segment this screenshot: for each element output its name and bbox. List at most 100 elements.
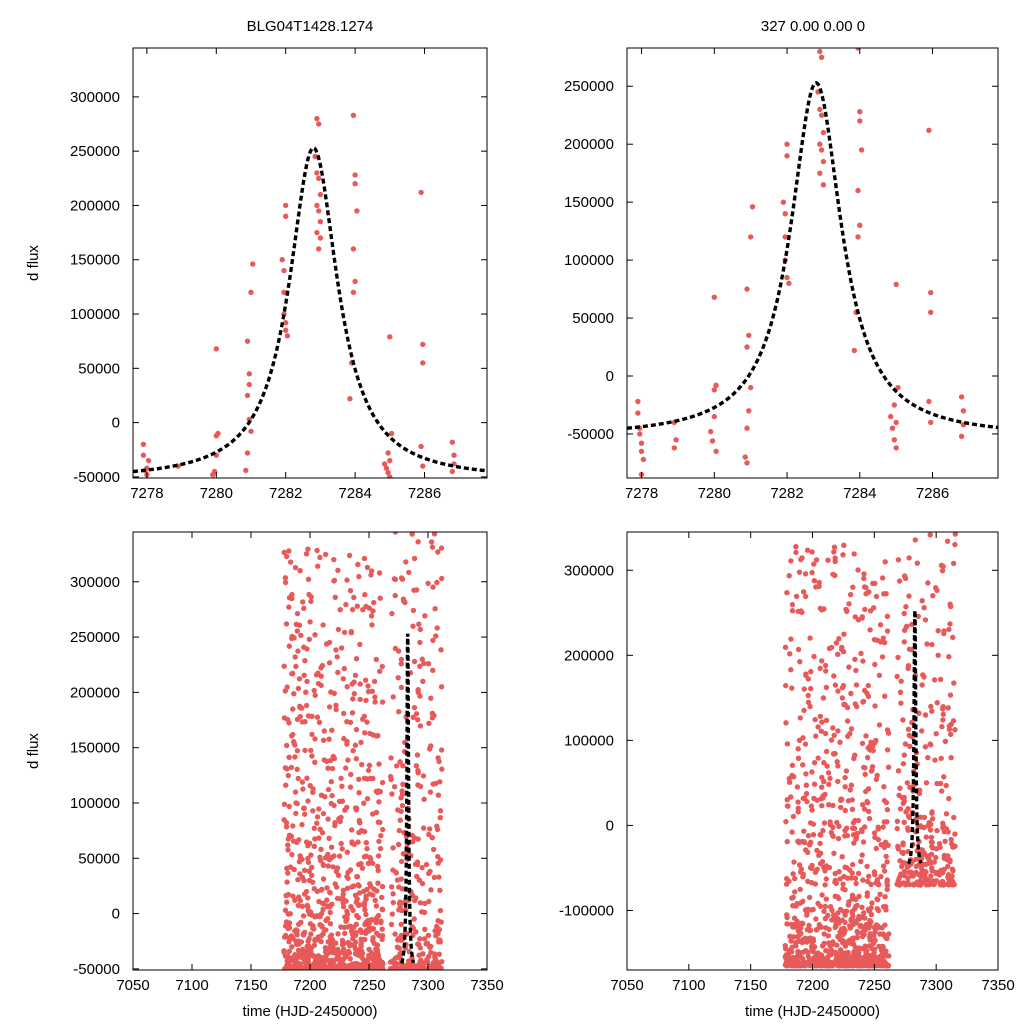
data-point: [398, 921, 404, 928]
y-tick-label: 300000: [70, 89, 120, 106]
data-point: [788, 636, 794, 642]
data-point: [784, 153, 790, 159]
data-point: [298, 961, 304, 968]
data-point: [933, 585, 939, 591]
data-point: [363, 840, 369, 846]
data-point: [860, 658, 866, 664]
data-point: [844, 704, 851, 711]
data-point: [438, 684, 445, 690]
data-point: [420, 773, 427, 779]
data-point: [419, 864, 425, 871]
data-point: [934, 700, 940, 706]
data-point: [396, 945, 402, 951]
data-point: [874, 637, 881, 643]
data-point: [929, 708, 935, 714]
data-point: [900, 761, 907, 767]
data-point: [399, 886, 406, 892]
data-point: [301, 891, 308, 897]
data-point: [805, 833, 812, 839]
data-point: [744, 286, 750, 292]
data-point: [880, 635, 886, 641]
data-point: [811, 958, 817, 964]
data-point: [361, 555, 368, 562]
panel-bottom-right: 7050 7100 7150 7200 7250 7300 7350 -100000 0 1000…: [559, 531, 1015, 1020]
data-point: [436, 926, 443, 933]
data-point: [428, 743, 434, 749]
data-point: [808, 685, 814, 692]
data-point: [356, 883, 362, 889]
data-point: [864, 893, 870, 899]
data-point: [945, 705, 951, 711]
data-point: [352, 672, 359, 678]
data-point: [952, 541, 958, 548]
data-point: [845, 733, 851, 739]
data-point: [281, 549, 287, 556]
data-point: [865, 745, 871, 751]
data-point: [872, 872, 878, 878]
data-point: [860, 802, 866, 808]
data-point: [363, 697, 369, 704]
data-point: [317, 922, 323, 928]
data-point: [311, 966, 317, 970]
data-point: [855, 617, 862, 623]
data-point: [868, 768, 875, 774]
data-point: [343, 765, 349, 771]
x-tick-label: 7100: [175, 977, 208, 994]
data-point: [434, 823, 440, 829]
data-point: [307, 619, 313, 625]
data-point: [331, 556, 337, 563]
data-point: [336, 853, 343, 859]
data-point: [884, 962, 890, 968]
data-point: [835, 728, 841, 734]
data-point: [420, 341, 426, 348]
data-point: [302, 964, 308, 970]
data-point: [840, 649, 847, 655]
data-point: [929, 641, 935, 648]
data-point: [285, 870, 291, 876]
data-point: [836, 636, 842, 642]
data-point: [792, 875, 798, 882]
data-point: [847, 591, 854, 598]
data-point: [927, 532, 933, 538]
data-point: [926, 127, 932, 133]
data-point: [282, 575, 289, 581]
data-point: [398, 964, 405, 970]
data-point: [294, 610, 301, 617]
data-point: [294, 748, 301, 754]
data-point: [436, 874, 442, 880]
x-tick-label: 7150: [234, 977, 267, 994]
data-point: [355, 561, 361, 568]
data-point: [326, 704, 333, 710]
data-point: [938, 755, 944, 761]
data-point: [338, 924, 344, 930]
data-point: [391, 784, 398, 790]
data-point: [327, 921, 334, 927]
data-point: [828, 737, 835, 743]
data-point: [780, 199, 787, 205]
data-point: [345, 757, 351, 763]
data-point: [308, 931, 314, 937]
data-point: [865, 800, 871, 806]
data-point: [877, 622, 884, 628]
data-point: [939, 568, 946, 574]
y-tick-label: 200000: [70, 684, 120, 701]
data-point: [318, 933, 324, 939]
data-point: [839, 854, 845, 860]
data-point: [421, 796, 427, 802]
data-point: [375, 880, 381, 886]
data-point: [311, 825, 317, 831]
data-point: [420, 360, 426, 366]
data-point: [856, 963, 863, 969]
data-point: [305, 798, 311, 804]
data-point: [819, 943, 826, 949]
data-point: [431, 951, 438, 957]
data-point: [430, 584, 436, 590]
data-point: [322, 855, 329, 861]
data-point: [861, 961, 867, 968]
data-point: [848, 782, 855, 788]
data-point: [349, 681, 355, 687]
data-point: [349, 606, 356, 613]
data-point: [788, 667, 794, 673]
data-point: [344, 873, 350, 880]
data-point: [835, 910, 841, 916]
